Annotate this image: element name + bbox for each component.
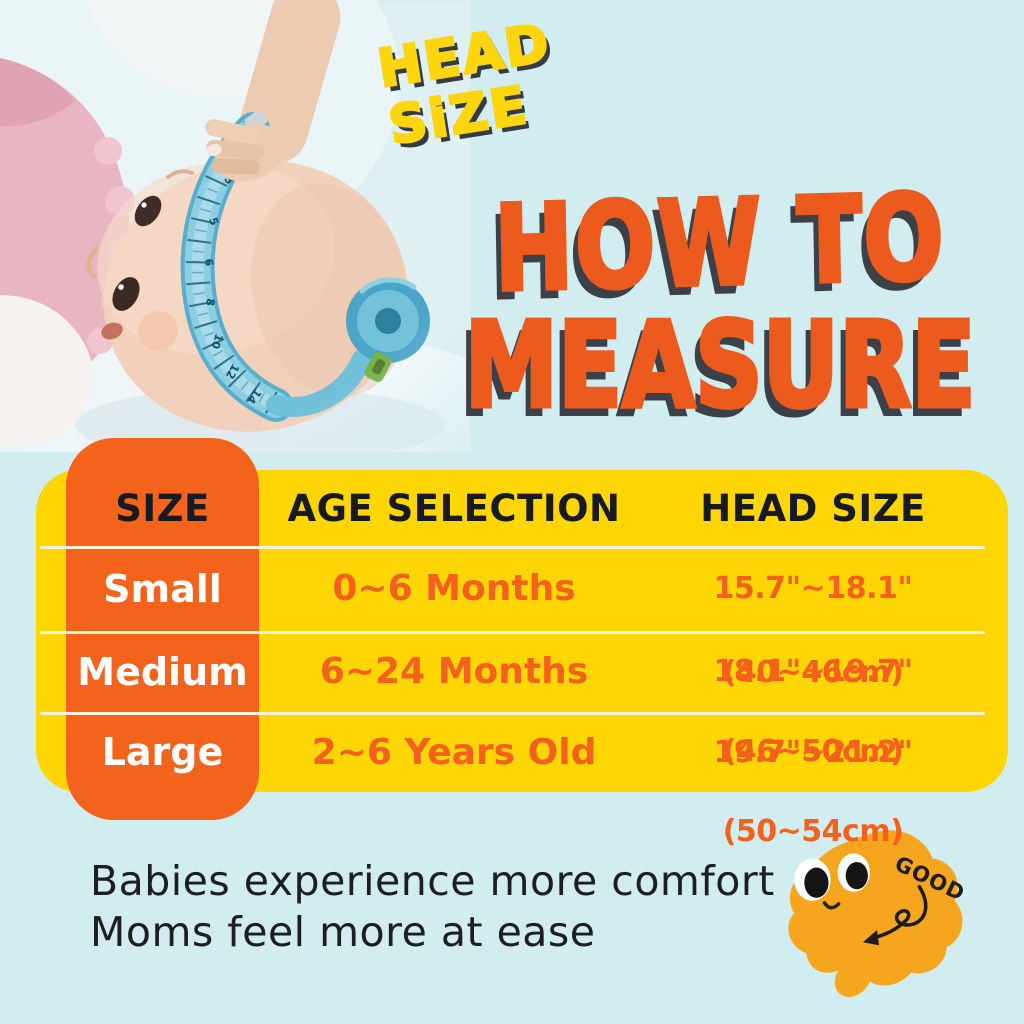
table-row-large-age: 2~6 Years Old (311, 732, 597, 773)
svg-text:12: 12 (223, 362, 242, 382)
svg-text:5: 5 (206, 216, 221, 227)
googly-eye-left (794, 858, 831, 901)
svg-text:10: 10 (208, 332, 225, 351)
white-onesie (0, 295, 93, 446)
column-header-head-size: HEAD SIZE (700, 487, 926, 530)
googly-eye-right (837, 853, 870, 892)
mother-hand (205, 119, 285, 182)
mascot-blob (788, 830, 963, 998)
column-header-age-selection: AGE SELECTION (287, 487, 621, 530)
mascot-illustration: GOOD (788, 830, 969, 998)
table-row-medium-head: 18.1"~19.7"(46~50cm) (713, 654, 913, 769)
mascot-smile (822, 901, 841, 910)
benefit-line1: Babies experience more comfort (90, 857, 775, 905)
baby-photo-illustration: 3 5 6 8 10 12 14 (0, 0, 580, 586)
tape-roll (346, 277, 430, 382)
mascot: GOOD (772, 820, 984, 1012)
benefit-text: Babies experience more comfort Moms feel… (90, 856, 775, 958)
column-header-size: SIZE (115, 487, 210, 530)
table-row-medium-size: Medium (77, 650, 248, 694)
curly-arrow-icon (862, 884, 928, 946)
table-row-small-age: 0~6 Months (332, 568, 576, 609)
table-row-small-head: 15.7"~18.1"(40~46cm) (713, 571, 913, 690)
table-row-medium-age: 6~24 Months (319, 651, 589, 692)
table-divider (40, 546, 985, 549)
title-line2: MEASURE (462, 296, 977, 437)
svg-text:6: 6 (202, 258, 216, 267)
baby-face (86, 169, 194, 351)
thumb-nail (206, 143, 222, 157)
table-row-large-size: Large (101, 730, 224, 774)
baby-measurement-photo: 3 5 6 8 10 12 14 (0, 0, 580, 586)
table-row-small-size: Small (103, 567, 222, 611)
svg-text:8: 8 (203, 298, 217, 307)
main-title: HOW TO MEASURE (430, 168, 1010, 437)
benefit-line2: Moms feel more at ease (90, 908, 596, 956)
table-divider (40, 712, 985, 715)
table-row-large-head: 19.7"~21.2"(50~54cm) (713, 735, 913, 849)
size-column-background (66, 438, 259, 820)
table-divider (40, 631, 985, 634)
